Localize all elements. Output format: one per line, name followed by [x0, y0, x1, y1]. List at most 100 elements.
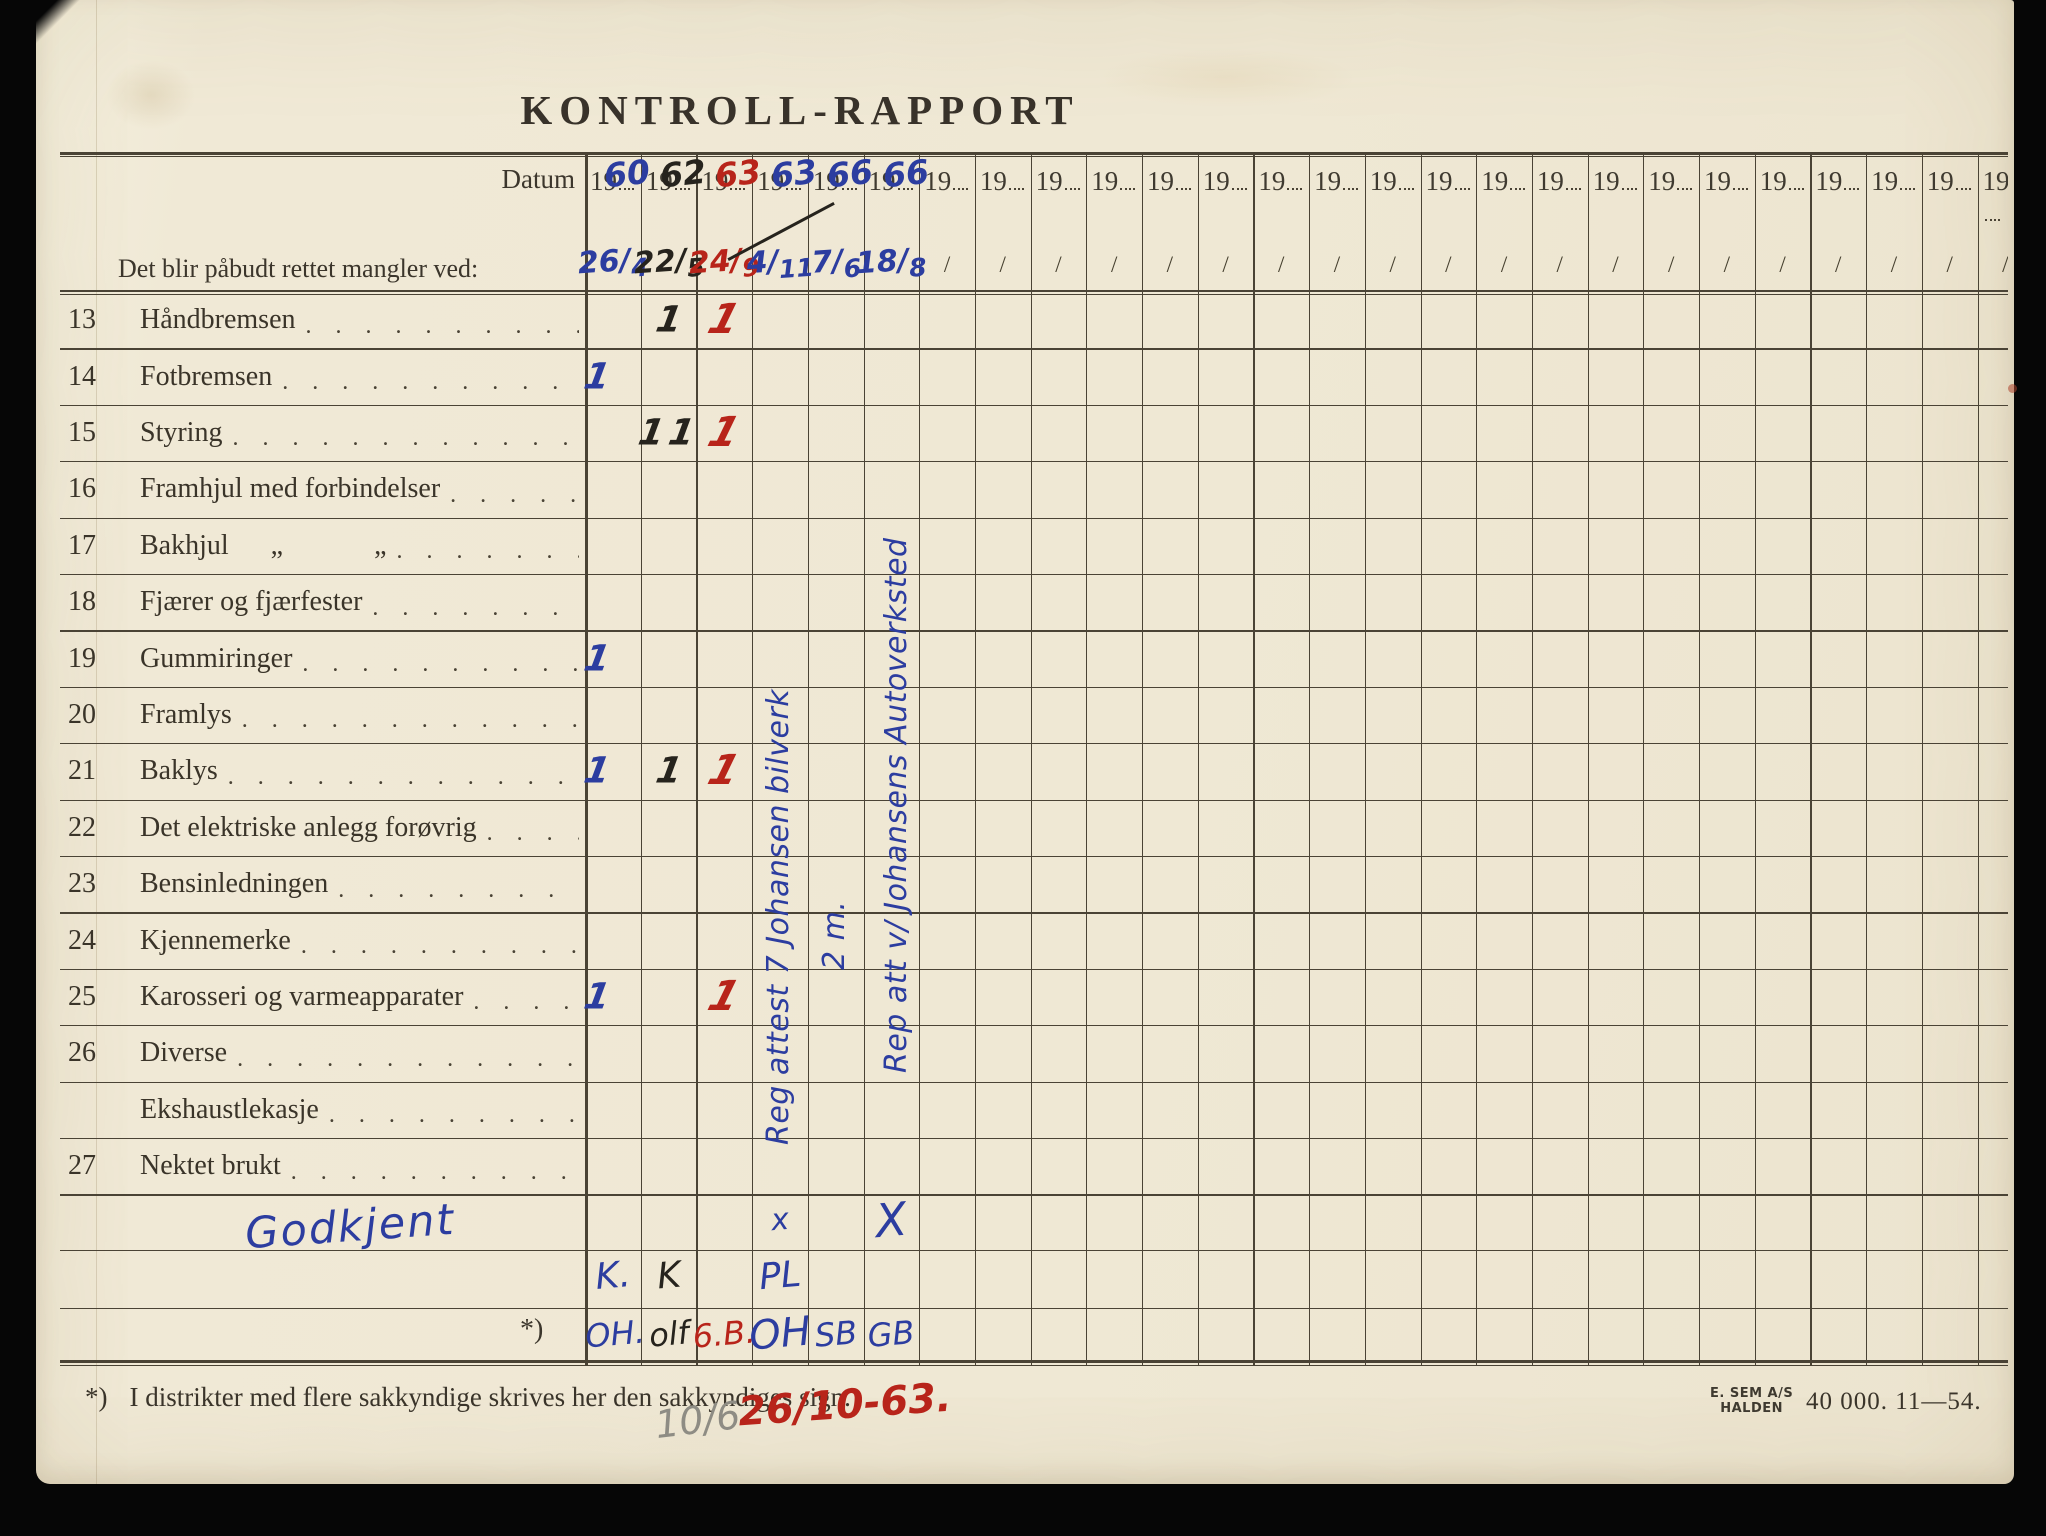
date-part: 11	[778, 252, 815, 285]
grid-hline	[60, 968, 2008, 971]
row-label: Bakhjul „ „	[140, 529, 387, 561]
grid-vline	[807, 152, 809, 1366]
table-row: 22 Det elektriske anlegg forøvrig . . . . …	[60, 800, 583, 856]
year-prefix: 19	[1704, 166, 1748, 197]
grid-hline	[60, 461, 2008, 463]
table-row: 23 Bensinledningen . . . . . . . . . . . .…	[60, 856, 583, 912]
footnote-star: *)	[85, 1382, 108, 1412]
tally-mark: 1	[703, 409, 746, 457]
row-number: 14	[68, 360, 96, 392]
table-row: 17 Bakhjul „ „ . . . . . . . . . . . . . .…	[60, 518, 583, 574]
leader-dots: . . . . . . . . . . . . . . . . . . . .	[290, 1158, 579, 1185]
row-label: Håndbremsen	[140, 304, 296, 336]
year-prefix: 19	[980, 166, 1024, 197]
row-number: 25	[68, 980, 96, 1012]
grid-hline	[60, 1360, 2008, 1364]
handwritten-year: 62	[657, 152, 708, 196]
sign-star-label: *)	[520, 1314, 544, 1345]
year-prefix: 19	[1871, 166, 1916, 197]
handwritten-year: 63	[769, 152, 819, 196]
grid-hline	[60, 743, 2008, 745]
grid-hline	[60, 1308, 2008, 1310]
inspector-initials: PL	[757, 1253, 803, 1299]
table-row: 15 Styring . . . . . . . . . . . . . . . .…	[60, 405, 583, 461]
grid-hline	[60, 799, 2008, 801]
year-prefix: 19	[1203, 166, 1247, 197]
paper-left-edge	[96, 0, 97, 1484]
row-number: 17	[68, 529, 96, 561]
row-label: Diverse	[140, 1037, 228, 1069]
row-label: Kjennemerke	[140, 924, 291, 956]
grid-vline	[1866, 152, 1868, 1366]
table-row: 13 Håndbremsen . . . . . . . . . . . . . .…	[60, 292, 583, 348]
empty-column-slash: /	[1166, 252, 1174, 277]
date-part: 26	[576, 243, 621, 282]
year-prefix: 19	[1927, 166, 1971, 197]
grid-hline	[60, 1138, 2008, 1140]
grid-vline	[1253, 152, 1255, 1366]
date-part: /	[673, 242, 688, 279]
leader-dots: . . . . . . . . . . . . . . . . . . . .	[396, 538, 579, 565]
tally-mark: 1	[703, 296, 746, 344]
grid-hline	[60, 152, 2008, 155]
inspector-initials: K	[655, 1254, 683, 1298]
year-dotted-blank	[1231, 168, 1247, 190]
handwritten-date: 4/11	[745, 242, 815, 285]
grid-vline	[1587, 152, 1589, 1366]
empty-column-slash: /	[1723, 252, 1731, 277]
date-part: 7	[809, 244, 834, 281]
grid-vline	[752, 152, 754, 1366]
row-label: Ekshaustlekasje	[140, 1093, 319, 1125]
inspector-signature: olf	[647, 1313, 690, 1355]
grid-hline	[60, 630, 2008, 632]
leader-dots: . . . . . . . . . . . . . . . . . . . .	[300, 933, 579, 960]
handwritten-year: 66	[824, 152, 875, 196]
grid-hline	[60, 1194, 2008, 1196]
leader-dots: . . . . . . . . . . . . . . . . . . . .	[450, 481, 579, 508]
year-prefix: 19	[1036, 166, 1080, 197]
year-prefix: 19	[1537, 166, 1581, 197]
row-number: 26	[68, 1037, 96, 1069]
printer-city: HALDEN	[1720, 1401, 1783, 1416]
grid-vline	[640, 152, 642, 1366]
year-dotted-blank	[1343, 168, 1359, 190]
grid-hline	[60, 293, 2008, 296]
grid-hline	[60, 1365, 2008, 1366]
year-dotted-blank	[1064, 168, 1080, 190]
approval-mark: X	[873, 1191, 910, 1249]
year-dotted-blank	[953, 168, 969, 190]
empty-column-slash: /	[1110, 252, 1118, 277]
print-run-info: 40 000. 11—54.	[1806, 1388, 1982, 1415]
date-part: /	[766, 244, 780, 280]
year-prefix: 19	[1815, 166, 1860, 197]
row-label: Baklys	[140, 755, 218, 787]
paper-stain	[106, 60, 196, 130]
year-prefix: 19	[1593, 166, 1637, 197]
inspector-initials: K.	[593, 1254, 633, 1298]
empty-column-slash: /	[1835, 252, 1842, 277]
datum-label: Datum	[501, 164, 576, 194]
grid-vline	[1309, 152, 1311, 1366]
year-prefix: 19	[701, 166, 746, 197]
year-dotted-blank	[619, 168, 634, 190]
empty-column-slash: /	[1946, 252, 1953, 277]
year-prefix: 19	[1760, 166, 1804, 197]
handwritten-date: 7/6	[809, 242, 862, 284]
printer-imprint: E. SEM A/S HALDEN	[1710, 1386, 1793, 1416]
tally-mark: 1	[703, 973, 746, 1021]
paper-card	[36, 0, 2017, 1484]
year-prefix: 19	[1370, 166, 1414, 197]
row-number: 22	[68, 811, 96, 843]
table-row: 18 Fjærer og fjærfester . . . . . . . . . …	[60, 574, 583, 630]
grid-hline	[60, 686, 2008, 689]
grid-vline	[1476, 152, 1478, 1366]
leader-dots: . . . . . . . . . . . . . . . . . . . .	[237, 1045, 579, 1072]
year-dotted-blank	[786, 168, 802, 190]
date-part: 22	[632, 243, 677, 282]
approval-mark: x	[769, 1201, 791, 1239]
row-number: 16	[68, 473, 96, 505]
footnote: *) I distrikter med flere sakkyndige skri…	[85, 1382, 851, 1413]
year-prefix: 19	[869, 166, 913, 197]
row-number: 15	[68, 416, 96, 448]
